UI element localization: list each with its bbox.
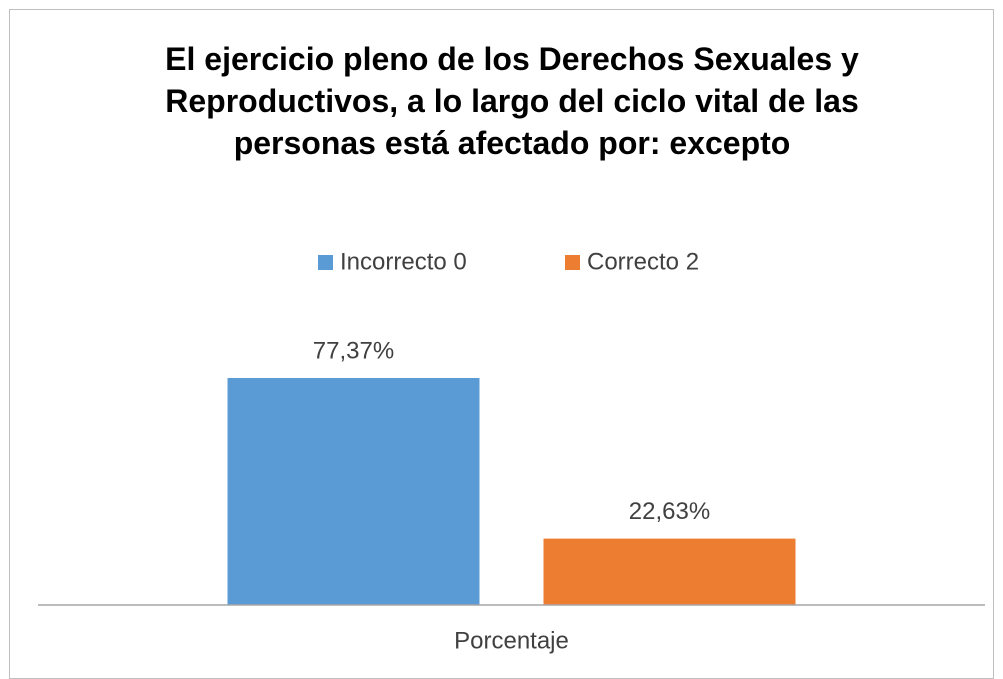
- legend-label: Incorrecto 0: [340, 248, 467, 275]
- legend-label: Correcto 2: [587, 248, 699, 275]
- data-label: 22,63%: [629, 498, 710, 525]
- data-label: 77,37%: [313, 337, 394, 364]
- bar: [543, 538, 796, 605]
- bar: [227, 378, 480, 605]
- x-tick-label: Porcentaje: [454, 627, 569, 654]
- chart-title: El ejercicio pleno de los Derechos Sexua…: [165, 41, 859, 161]
- legend-swatch: [318, 255, 333, 270]
- legend-swatch: [565, 255, 580, 270]
